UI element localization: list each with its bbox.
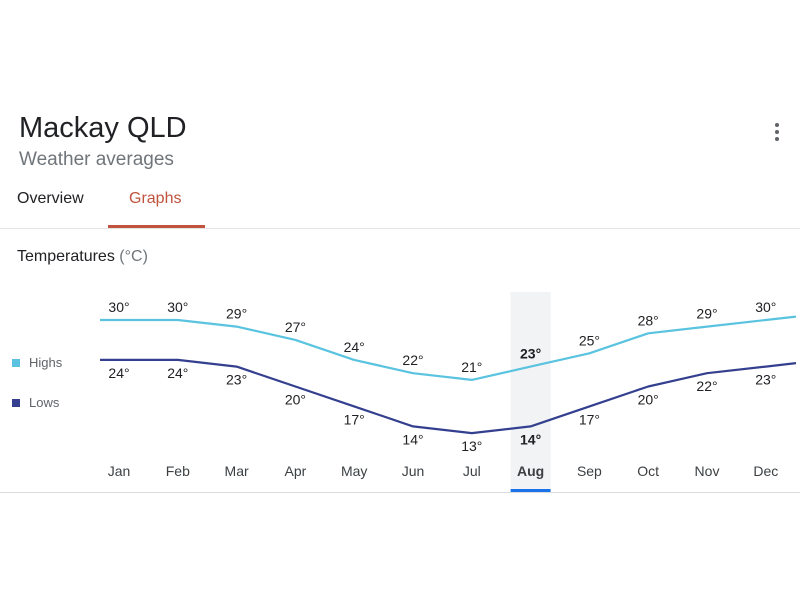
location-title: Mackay QLD: [19, 112, 187, 144]
highs-data-label: 23°: [520, 346, 541, 362]
lows-data-label: 14°: [520, 431, 541, 447]
tab-graphs[interactable]: Graphs: [129, 190, 182, 207]
legend-highs-label: Highs: [29, 355, 63, 370]
highs-data-label: 30°: [167, 299, 188, 315]
highs-data-label: 30°: [108, 299, 129, 315]
highs-data-label: 24°: [344, 339, 365, 355]
lows-data-label: 17°: [344, 411, 365, 427]
legend-lows-swatch: [12, 399, 20, 407]
lows-data-label: 17°: [579, 411, 600, 427]
highs-data-label: 29°: [696, 306, 717, 322]
selected-month-band: [510, 292, 551, 492]
month-tick-label: May: [341, 463, 367, 479]
section-title: Temperatures (°C): [17, 248, 148, 266]
section-title-text: Temperatures: [17, 248, 115, 265]
lows-data-label: 20°: [638, 392, 659, 408]
menu-dot: [775, 123, 779, 127]
lows-data-label: 24°: [167, 365, 188, 381]
month-tick-label: Aug: [517, 463, 544, 479]
lows-data-label: 23°: [226, 372, 247, 388]
section-title-unit: (°C): [119, 248, 148, 265]
highs-data-label: 27°: [285, 319, 306, 335]
legend-highs-swatch: [12, 359, 20, 367]
active-tab-indicator: [108, 225, 205, 228]
lows-data-label: 14°: [402, 431, 423, 447]
highs-data-label: 30°: [755, 299, 776, 315]
highs-data-label: 25°: [579, 332, 600, 348]
highs-data-label: 21°: [461, 359, 482, 375]
month-tick-label: Jan: [108, 463, 131, 479]
highs-data-label: 28°: [638, 312, 659, 328]
month-tick-label: Mar: [225, 463, 249, 479]
selected-month-indicator: [510, 489, 551, 492]
legend-lows-label: Lows: [29, 395, 60, 410]
month-tick-label: Dec: [753, 463, 778, 479]
highs-data-label: 29°: [226, 306, 247, 322]
legend-lows: Lows: [12, 395, 59, 410]
tab-overview[interactable]: Overview: [17, 190, 84, 207]
month-tick-label: Jun: [402, 463, 425, 479]
lows-data-label: 24°: [108, 365, 129, 381]
lows-data-label: 13°: [461, 438, 482, 454]
lows-data-label: 20°: [285, 392, 306, 408]
more-vert-icon[interactable]: [766, 120, 788, 146]
month-tick-label: Apr: [285, 463, 307, 479]
month-tick-label: Sep: [577, 463, 602, 479]
divider: [0, 492, 800, 493]
menu-dot: [775, 130, 779, 134]
highs-line: [100, 315, 797, 381]
lows-line: [100, 358, 797, 435]
month-tick-label: Feb: [166, 463, 190, 479]
lows-data-label: 23°: [755, 372, 776, 388]
tab-bar: Overview Graphs: [0, 178, 800, 229]
month-tick-label: Nov: [695, 463, 720, 479]
page-subtitle: Weather averages: [19, 149, 174, 170]
legend-highs: Highs: [12, 355, 62, 370]
highs-data-label: 22°: [402, 352, 423, 368]
month-tick-label: Jul: [463, 463, 481, 479]
month-tick-label: Oct: [637, 463, 659, 479]
lows-data-label: 22°: [696, 378, 717, 394]
menu-dot: [775, 137, 779, 141]
